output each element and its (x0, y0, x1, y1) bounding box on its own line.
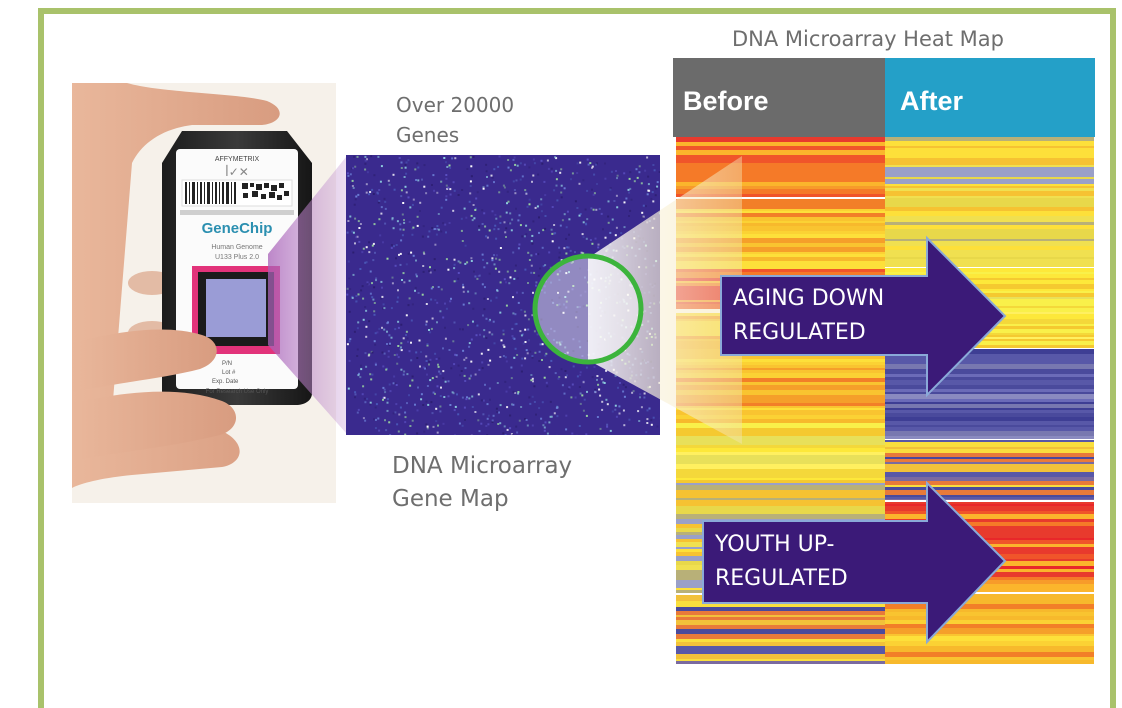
aging-arrow-line1: AGING DOWN (733, 282, 884, 316)
youth-arrow-line1: YOUTH UP- (715, 528, 848, 562)
youth-arrow-label: YOUTH UP- REGULATED (715, 528, 848, 596)
youth-arrow-line2: REGULATED (715, 562, 848, 596)
arrows-layer (0, 0, 1122, 684)
aging-arrow-line2: REGULATED (733, 316, 884, 350)
aging-arrow-label: AGING DOWN REGULATED (733, 282, 884, 350)
